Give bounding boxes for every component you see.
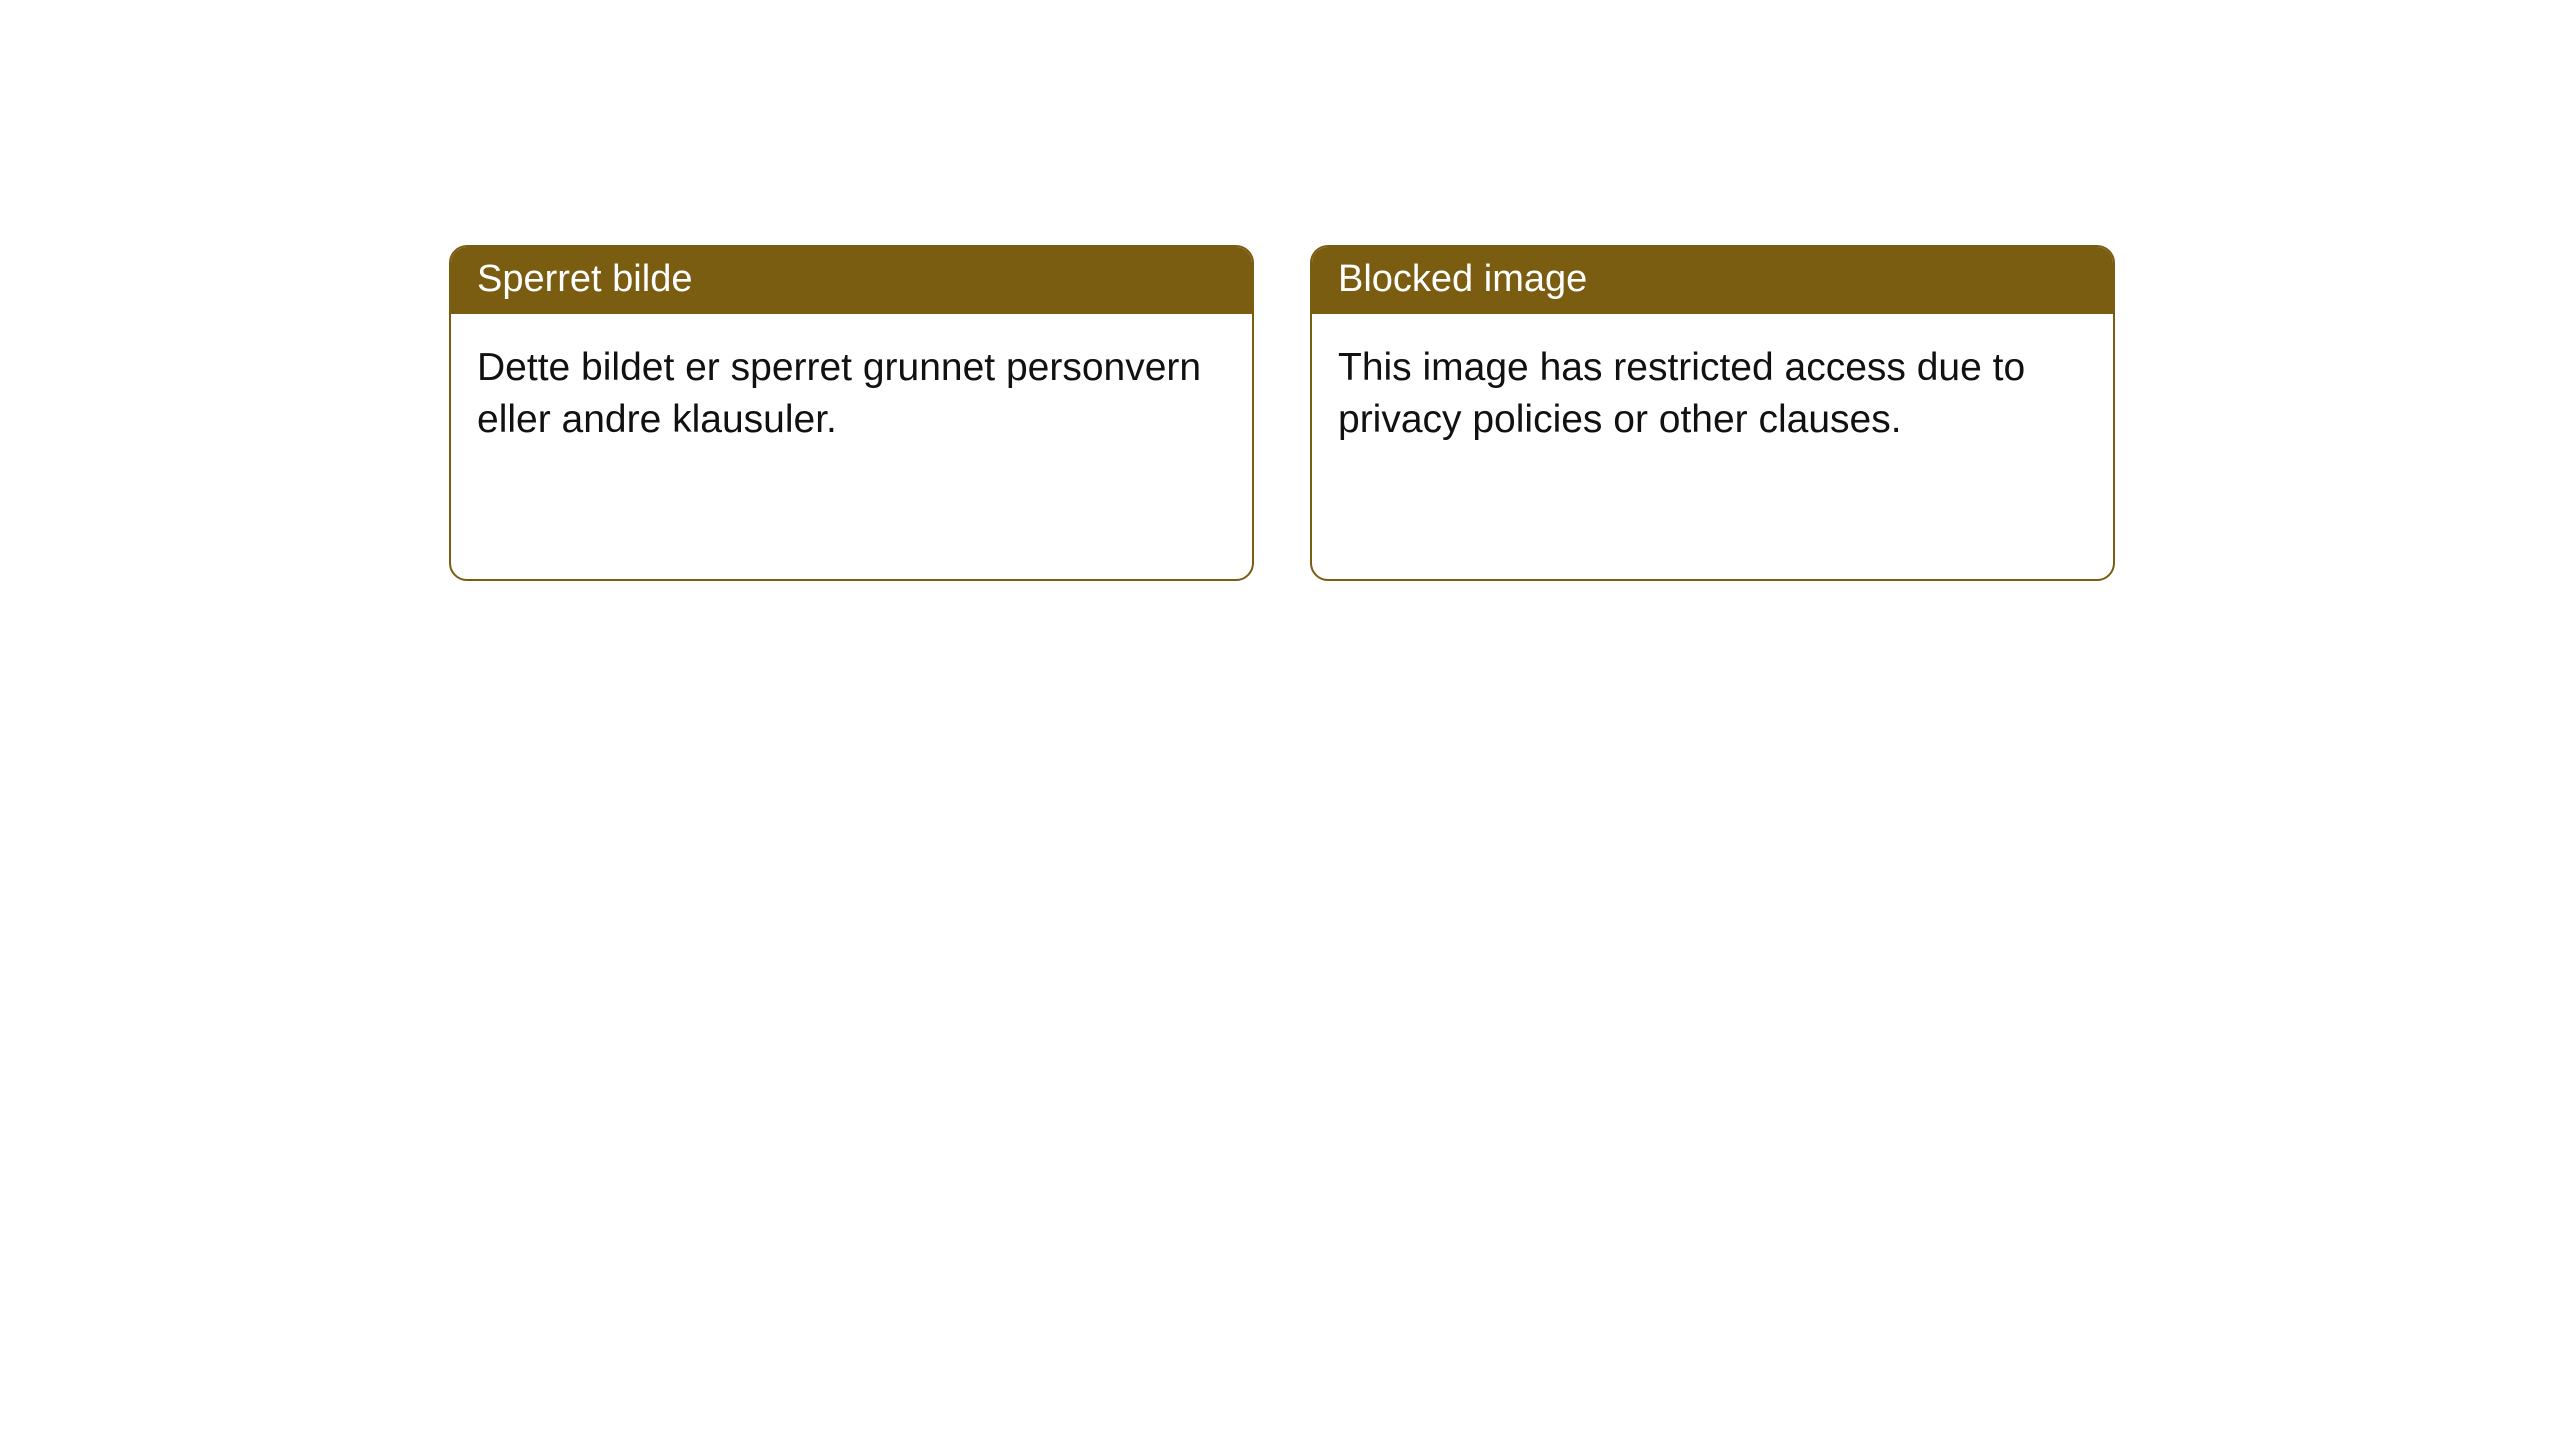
- notice-message: This image has restricted access due to …: [1338, 346, 2025, 441]
- notice-card-english: Blocked image This image has restricted …: [1310, 245, 2115, 581]
- notice-title: Sperret bilde: [477, 258, 692, 300]
- notice-card-norwegian: Sperret bilde Dette bildet er sperret gr…: [449, 245, 1254, 581]
- notice-header: Blocked image: [1312, 247, 2113, 314]
- notice-container: Sperret bilde Dette bildet er sperret gr…: [0, 0, 2560, 581]
- notice-body: Dette bildet er sperret grunnet personve…: [451, 314, 1252, 474]
- notice-header: Sperret bilde: [451, 247, 1252, 314]
- notice-title: Blocked image: [1338, 258, 1587, 300]
- notice-message: Dette bildet er sperret grunnet personve…: [477, 346, 1201, 441]
- notice-body: This image has restricted access due to …: [1312, 314, 2113, 474]
